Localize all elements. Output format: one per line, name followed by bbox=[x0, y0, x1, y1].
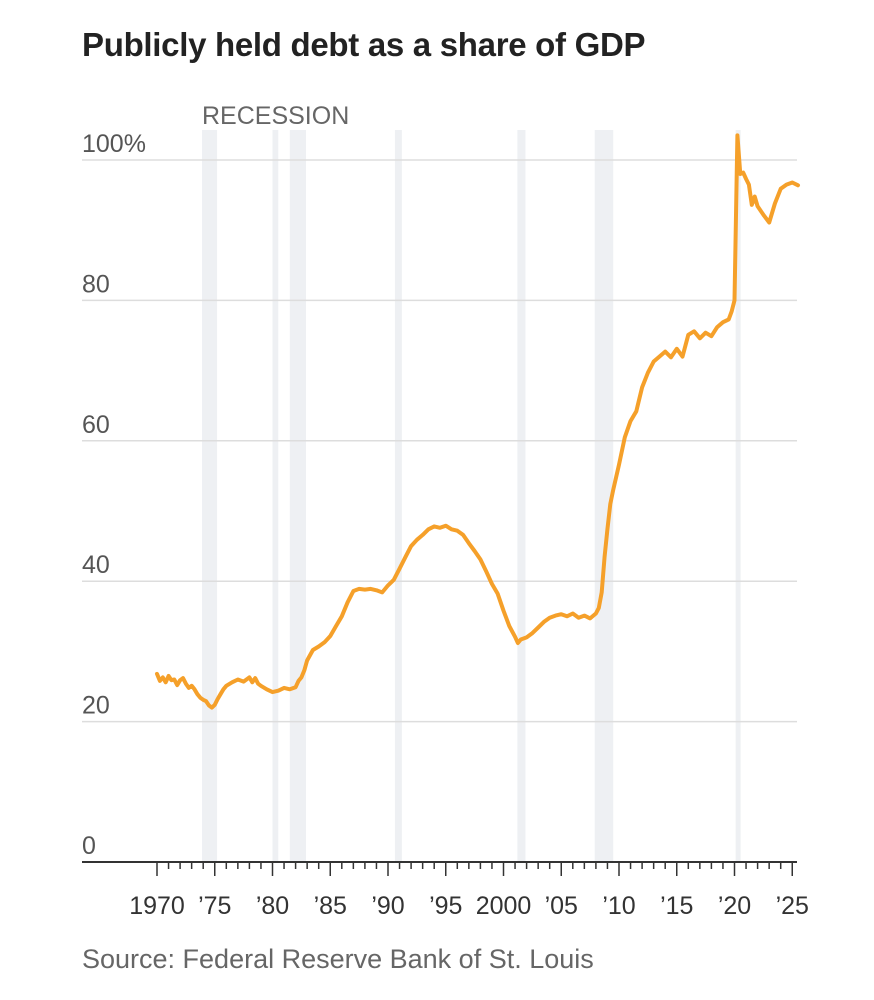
x-tick-label: ’80 bbox=[256, 892, 289, 920]
x-tick-label: ’20 bbox=[718, 892, 751, 920]
y-tick-label: 80 bbox=[82, 270, 110, 298]
x-tick-label: ’15 bbox=[660, 892, 693, 920]
recession-band bbox=[289, 130, 306, 862]
x-tick-label: 1970 bbox=[129, 892, 185, 920]
y-tick-label: 60 bbox=[82, 411, 110, 439]
recession-band bbox=[517, 130, 526, 862]
recession-label: RECESSION bbox=[202, 102, 349, 130]
x-tick-label: ’25 bbox=[776, 892, 809, 920]
y-tick-label: 40 bbox=[82, 551, 110, 579]
x-tick-label: ’75 bbox=[198, 892, 231, 920]
recession-band bbox=[394, 130, 402, 862]
recession-bands bbox=[202, 130, 741, 862]
y-tick-label: 0 bbox=[82, 832, 96, 860]
gridlines bbox=[82, 159, 797, 723]
x-tick-label: ’85 bbox=[314, 892, 347, 920]
x-tick-label: ’05 bbox=[545, 892, 578, 920]
x-tick-label: 2000 bbox=[476, 892, 532, 920]
debt-share-line bbox=[155, 133, 800, 710]
y-axis: 0 20 40 60 80 100% bbox=[82, 130, 146, 860]
y-tick-label: 20 bbox=[82, 692, 110, 720]
recession-band bbox=[202, 130, 218, 862]
source-note: Source: Federal Reserve Bank of St. Loui… bbox=[82, 944, 594, 974]
x-tick-label: ’90 bbox=[371, 892, 404, 920]
x-tick-label: ’10 bbox=[602, 892, 635, 920]
recession-band bbox=[735, 130, 741, 862]
recession-band bbox=[272, 130, 279, 862]
y-tick-label: 100% bbox=[82, 130, 146, 158]
x-tick-label: ’95 bbox=[429, 892, 462, 920]
x-axis: 1970 ’75 ’80 ’85 ’90 ’95 2000 ’05 ’10 ’15 ’20 ’25 bbox=[82, 861, 809, 920]
chart-title: Publicly held debt as a share of GDP bbox=[82, 26, 646, 63]
recession-band bbox=[594, 130, 614, 862]
